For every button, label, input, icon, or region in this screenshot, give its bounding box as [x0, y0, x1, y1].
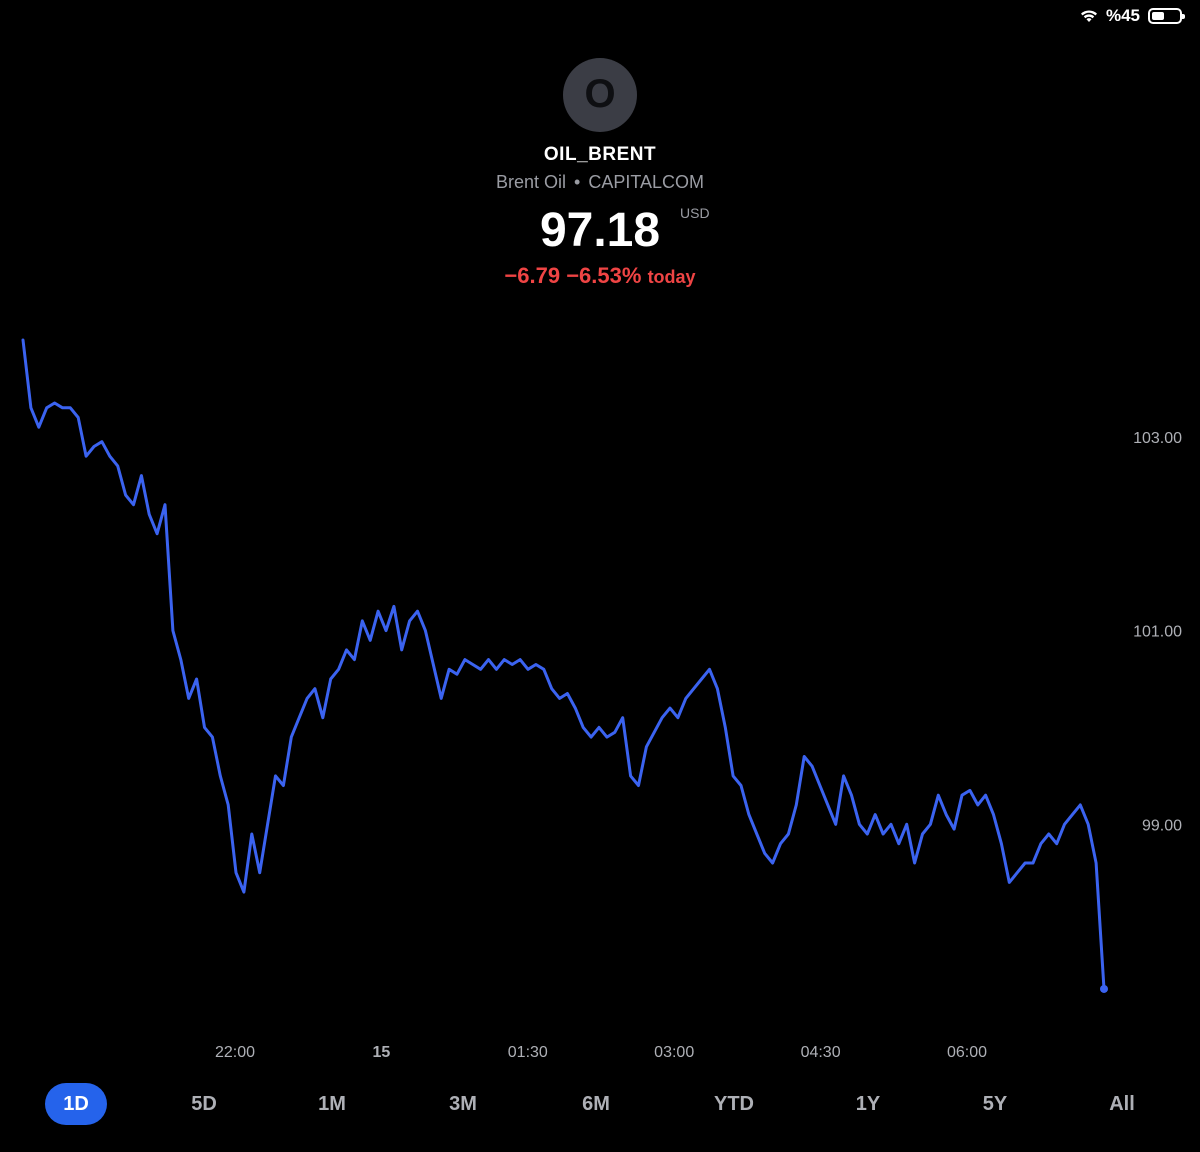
y-tick-label: 99.00 — [1142, 817, 1182, 834]
range-button-1y[interactable]: 1Y — [855, 1093, 881, 1115]
change-absolute: −6.79 — [504, 263, 561, 288]
range-button-all[interactable]: All — [1109, 1093, 1135, 1115]
range-button-5y[interactable]: 5Y — [982, 1093, 1008, 1115]
instrument-subtitle: Brent Oil • CAPITALCOM — [0, 172, 1200, 193]
time-range-selector: 1D 5D 1M 3M 6M YTD 1Y 5Y All — [0, 1083, 1200, 1127]
instrument-header: O OIL_BRENT Brent Oil • CAPITALCOM 97.18 U… — [0, 58, 1200, 289]
wifi-icon — [1080, 10, 1097, 22]
x-tick-label: 04:30 — [801, 1044, 841, 1061]
battery-percent: %45 — [1105, 6, 1140, 25]
instrument-name: Brent Oil — [495, 172, 567, 192]
price-line — [21, 338, 1106, 991]
price-change: −6.79 −6.53% today — [0, 263, 1200, 289]
exchange-name: CAPITALCOM — [588, 172, 705, 192]
instrument-symbol: OIL_BRENT — [543, 144, 657, 165]
x-tick-label: 06:00 — [947, 1044, 987, 1061]
x-tick-label: 22:00 — [215, 1044, 255, 1061]
battery-icon — [1148, 8, 1185, 24]
price-row: 97.18 USD — [0, 203, 1200, 259]
status-bar: %45 — [1080, 6, 1185, 26]
last-price-dot — [1100, 984, 1108, 993]
range-button-6m[interactable]: 6M — [582, 1093, 610, 1115]
range-button-3m[interactable]: 3M — [449, 1093, 477, 1115]
x-tick-label: 01:30 — [508, 1044, 548, 1061]
instrument-logo: O — [563, 58, 637, 132]
currency-label: USD — [680, 205, 710, 221]
current-price: 97.18 — [539, 204, 661, 257]
x-tick-label: 03:00 — [654, 1044, 694, 1061]
battery-fill — [1152, 12, 1164, 20]
range-button-ytd[interactable]: YTD — [714, 1093, 754, 1115]
range-button-1d[interactable]: 1D — [45, 1083, 107, 1125]
change-period: today — [647, 267, 696, 287]
change-percent: −6.53% — [566, 263, 642, 288]
x-tick-label: 15 — [373, 1044, 391, 1061]
range-button-5d[interactable]: 5D — [191, 1093, 217, 1115]
y-tick-label: 101.00 — [1133, 624, 1182, 641]
y-tick-label: 103.00 — [1133, 430, 1182, 447]
logo-letter: O — [584, 71, 616, 116]
separator-dot: • — [574, 172, 581, 192]
range-button-1m[interactable]: 1M — [318, 1093, 346, 1115]
